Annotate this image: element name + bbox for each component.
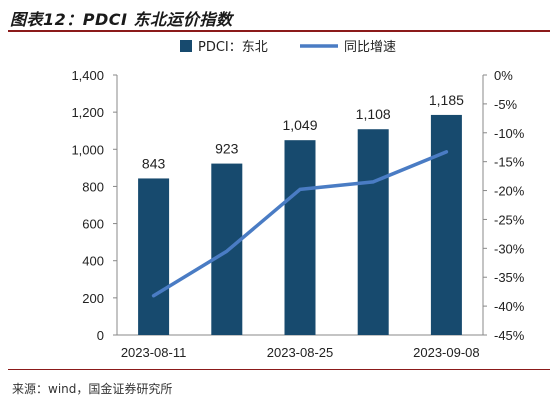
- y-left-tick-label: 200: [82, 291, 104, 306]
- y-left-tick-label: 1,000: [71, 142, 104, 157]
- y-left-tick-label: 0: [97, 328, 104, 343]
- y-right-tick-label: -35%: [494, 270, 525, 285]
- bar-data-label: 1,108: [356, 106, 391, 122]
- legend-label-line: 同比增速: [344, 40, 396, 55]
- y-right-tick-label: -40%: [494, 299, 525, 314]
- y-right-tick-label: -15%: [494, 155, 525, 170]
- bar-data-label: 1,185: [429, 92, 464, 108]
- y-right-tick-label: -10%: [494, 126, 525, 141]
- y-left-tick-label: 1,200: [71, 105, 104, 120]
- legend-swatch-bar: [180, 40, 192, 52]
- chart-title-row: 图表12：PDCI 东北运价指数: [10, 6, 550, 30]
- bar: [357, 129, 389, 335]
- y-left-tick-label: 1,400: [71, 68, 104, 83]
- x-tick-label: 2023-08-11: [121, 345, 187, 360]
- bar-data-label: 923: [215, 141, 239, 157]
- y-right-tick-label: -5%: [494, 97, 518, 112]
- source-divider: [8, 369, 550, 370]
- legend-label-bar: PDCI：东北: [198, 40, 268, 55]
- y-left-tick-label: 400: [82, 254, 104, 269]
- title-divider: [8, 30, 550, 32]
- y-right-tick-label: -20%: [494, 184, 525, 199]
- bar: [284, 140, 316, 335]
- chart-title: 图表12：PDCI 东北运价指数: [10, 10, 233, 29]
- y-right-tick-label: -45%: [494, 328, 525, 343]
- x-tick-label: 2023-08-25: [267, 345, 334, 360]
- y-left-tick-label: 600: [82, 217, 104, 232]
- bar-data-label: 1,049: [282, 117, 317, 133]
- bar: [138, 178, 170, 335]
- y-right-tick-label: 0%: [494, 68, 513, 83]
- x-tick-label: 2023-09-08: [413, 345, 480, 360]
- bar-data-label: 843: [142, 155, 166, 171]
- bar: [430, 114, 462, 335]
- y-right-tick-label: -30%: [494, 241, 525, 256]
- y-left-tick-label: 800: [82, 179, 104, 194]
- y-right-tick-label: -25%: [494, 212, 525, 227]
- source-note: 来源：wind，国金证券研究所: [12, 382, 173, 396]
